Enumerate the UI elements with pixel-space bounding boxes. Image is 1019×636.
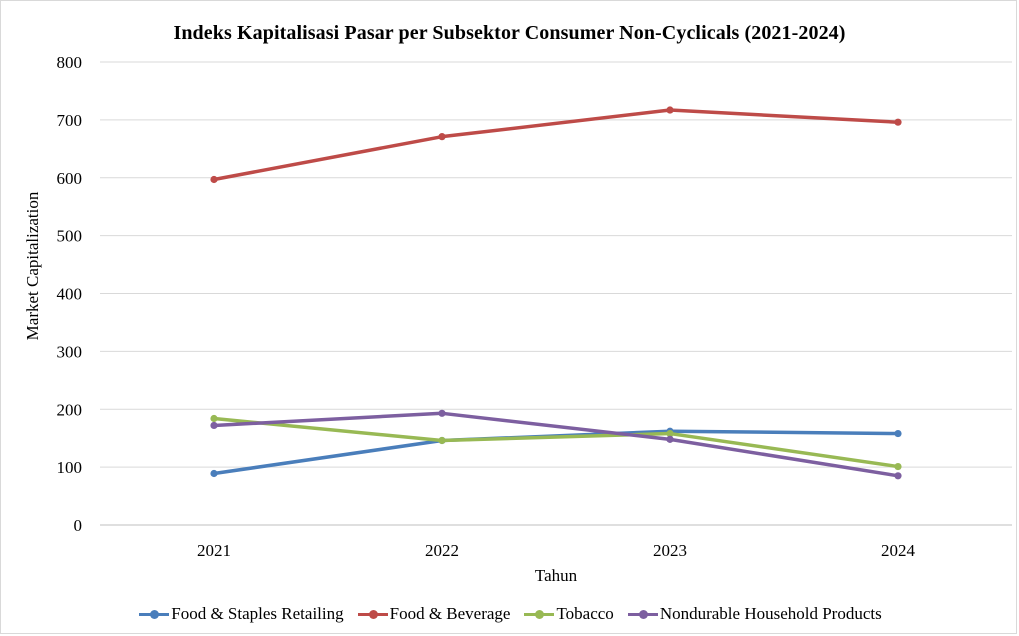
y-tick-labels: 0 100 200 300 400 500 600 700 800: [57, 53, 83, 535]
y-axis-title: Market Capitalization: [23, 191, 42, 340]
series: [210, 409, 902, 480]
y-tick-label: 300: [57, 342, 83, 361]
data-point: [438, 133, 446, 141]
data-point: [438, 409, 446, 417]
series: [210, 106, 902, 184]
x-axis-title: Tahun: [535, 566, 578, 585]
x-tick-labels: 2021 2022 2023 2024: [197, 541, 916, 560]
legend-item: Food & Staples Retailing: [137, 604, 344, 624]
data-point: [894, 118, 902, 126]
legend-label: Nondurable Household Products: [659, 604, 882, 623]
y-tick-label: 200: [57, 400, 83, 419]
data-point: [210, 421, 218, 430]
legend-label: Tobacco: [556, 604, 614, 623]
x-tick-label: 2023: [653, 541, 687, 560]
legend-swatch: [356, 607, 390, 621]
legend-item: Nondurable Household Products: [626, 604, 882, 624]
legend: Food & Staples Retailing Food & Beverage T…: [0, 604, 1019, 624]
series: [210, 414, 902, 471]
data-point: [666, 435, 674, 443]
gridlines: [100, 61, 1012, 526]
legend-label: Food & Staples Retailing: [171, 604, 344, 623]
y-tick-label: 400: [57, 285, 83, 304]
data-point: [210, 414, 218, 423]
y-tick-label: 100: [57, 458, 83, 477]
series-line: [212, 416, 900, 469]
chart-title: Indeks Kapitalisasi Pasar per Subsektor …: [173, 22, 846, 44]
legend-swatch: [137, 607, 171, 621]
data-point: [438, 436, 446, 445]
x-tick-label: 2022: [425, 541, 459, 560]
series-lines: [210, 106, 902, 480]
x-tick-label: 2024: [881, 541, 916, 560]
data-point: [894, 462, 902, 471]
legend-swatch: [626, 607, 660, 621]
data-point: [210, 469, 218, 478]
data-point: [894, 472, 902, 480]
y-tick-label: 700: [57, 111, 83, 130]
y-tick-label: 600: [57, 169, 83, 188]
legend-item: Food & Beverage: [356, 604, 511, 624]
data-point: [894, 429, 902, 438]
data-point: [666, 429, 674, 438]
y-tick-label: 500: [57, 227, 83, 246]
x-tick-label: 2021: [197, 541, 231, 560]
legend-item: Tobacco: [522, 604, 614, 624]
legend-label: Food & Beverage: [389, 604, 511, 623]
series-line: [212, 108, 900, 182]
legend-swatch: [522, 607, 556, 621]
y-tick-label: 0: [74, 516, 83, 535]
data-point: [210, 175, 218, 184]
data-point: [666, 106, 674, 114]
series-line: [212, 411, 900, 478]
y-tick-label: 800: [57, 53, 83, 72]
